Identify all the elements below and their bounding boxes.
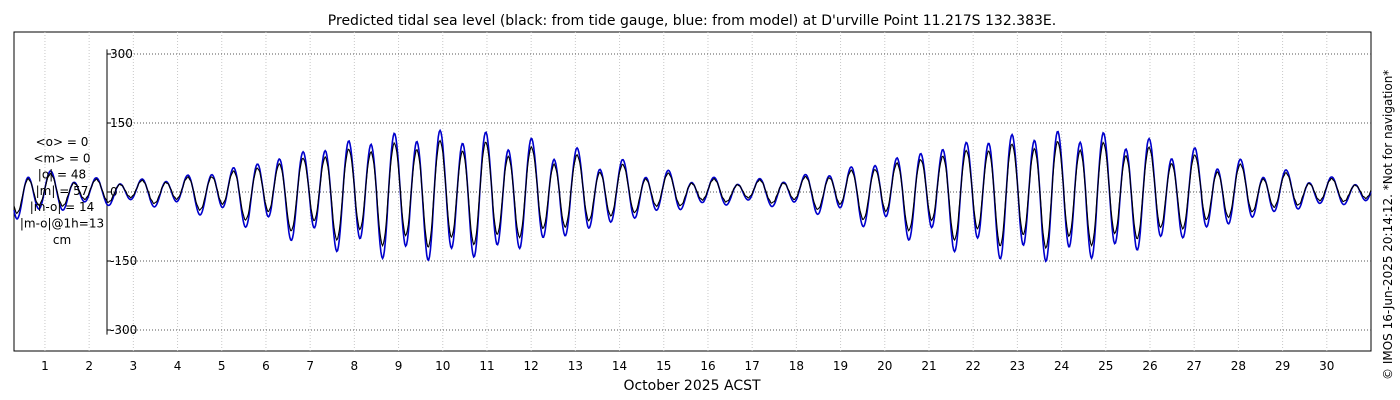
x-tick-label-25: 25 xyxy=(1098,359,1113,373)
x-tick-label-24: 24 xyxy=(1054,359,1069,373)
x-tick-label-4: 4 xyxy=(174,359,182,373)
x-tick-label-30: 30 xyxy=(1319,359,1334,373)
y-axis: 300 150 0 -150 -300 xyxy=(106,47,137,337)
x-tick-label-7: 7 xyxy=(306,359,314,373)
x-axis-label: October 2025 ACST xyxy=(623,378,761,394)
y-tick-label--150: -150 xyxy=(110,254,137,268)
series-line-tide-gauge xyxy=(13,139,1372,250)
x-tick-label-19: 19 xyxy=(833,359,848,373)
x-tick-label-16: 16 xyxy=(700,359,715,373)
stats-line-5: |m-o|@1h=13 xyxy=(20,217,104,231)
y-tick-label-0: 0 xyxy=(110,185,118,199)
y-tick-label-150: 150 xyxy=(110,116,133,130)
x-axis: 1 2 3 4 5 6 7 8 9 10 11 12 13 14 15 16 17 18 19 20 21 22 23 24 2… xyxy=(41,359,1334,373)
x-tick-label-3: 3 xyxy=(130,359,138,373)
series-group xyxy=(13,128,1372,263)
x-tick-label-14: 14 xyxy=(612,359,627,373)
x-tick-label-22: 22 xyxy=(966,359,981,373)
stats-line-3: |m| = 57 xyxy=(36,184,89,198)
x-tick-label-12: 12 xyxy=(524,359,539,373)
credit-text: © IMOS 16-Jun-2025 20:14:12. *Not for na… xyxy=(1381,70,1395,380)
x-tick-label-9: 9 xyxy=(395,359,403,373)
x-tick-label-1: 1 xyxy=(41,359,49,373)
series-line-model xyxy=(13,128,1372,263)
x-tick-label-23: 23 xyxy=(1010,359,1025,373)
y-tick-label--300: -300 xyxy=(110,323,137,337)
x-tick-label-17: 17 xyxy=(745,359,760,373)
x-tick-label-5: 5 xyxy=(218,359,226,373)
grid-lines xyxy=(44,32,1371,351)
chart-title: Predicted tidal sea level (black: from t… xyxy=(328,13,1056,29)
stats-line-0: <o> = 0 xyxy=(36,135,89,149)
x-tick-label-20: 20 xyxy=(877,359,892,373)
x-tick-label-18: 18 xyxy=(789,359,804,373)
x-tick-label-28: 28 xyxy=(1231,359,1246,373)
stats-line-4: |m-o| = 14 xyxy=(30,200,95,214)
x-tick-label-13: 13 xyxy=(568,359,583,373)
x-tick-label-26: 26 xyxy=(1142,359,1157,373)
x-tick-label-6: 6 xyxy=(262,359,270,373)
stats-box: <o> = 0 <m> = 0 |o| = 48 |m| = 57 |m-o| = 14… xyxy=(20,135,104,247)
x-tick-label-15: 15 xyxy=(656,359,671,373)
x-tick-label-11: 11 xyxy=(479,359,494,373)
stats-line-2: |o| = 48 xyxy=(38,168,86,182)
x-tick-label-2: 2 xyxy=(85,359,93,373)
stats-line-1: <m> = 0 xyxy=(33,151,90,165)
x-tick-label-27: 27 xyxy=(1187,359,1202,373)
stats-line-6: cm xyxy=(53,233,71,247)
x-tick-label-29: 29 xyxy=(1275,359,1290,373)
y-tick-label-300: 300 xyxy=(110,47,133,61)
x-tick-label-21: 21 xyxy=(921,359,936,373)
x-tick-label-8: 8 xyxy=(351,359,359,373)
x-tick-label-10: 10 xyxy=(435,359,450,373)
